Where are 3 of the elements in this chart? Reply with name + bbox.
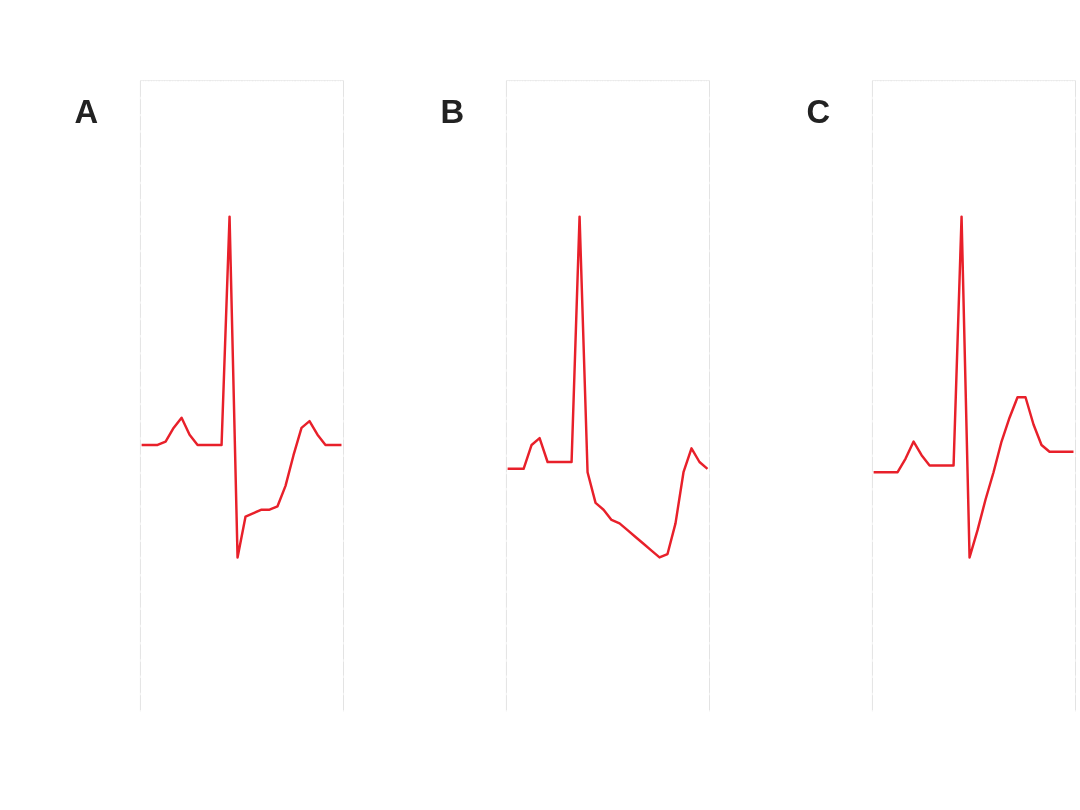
chart-title: C [806, 92, 831, 130]
chart-title: A [74, 92, 99, 130]
chart-title: B [440, 92, 465, 130]
